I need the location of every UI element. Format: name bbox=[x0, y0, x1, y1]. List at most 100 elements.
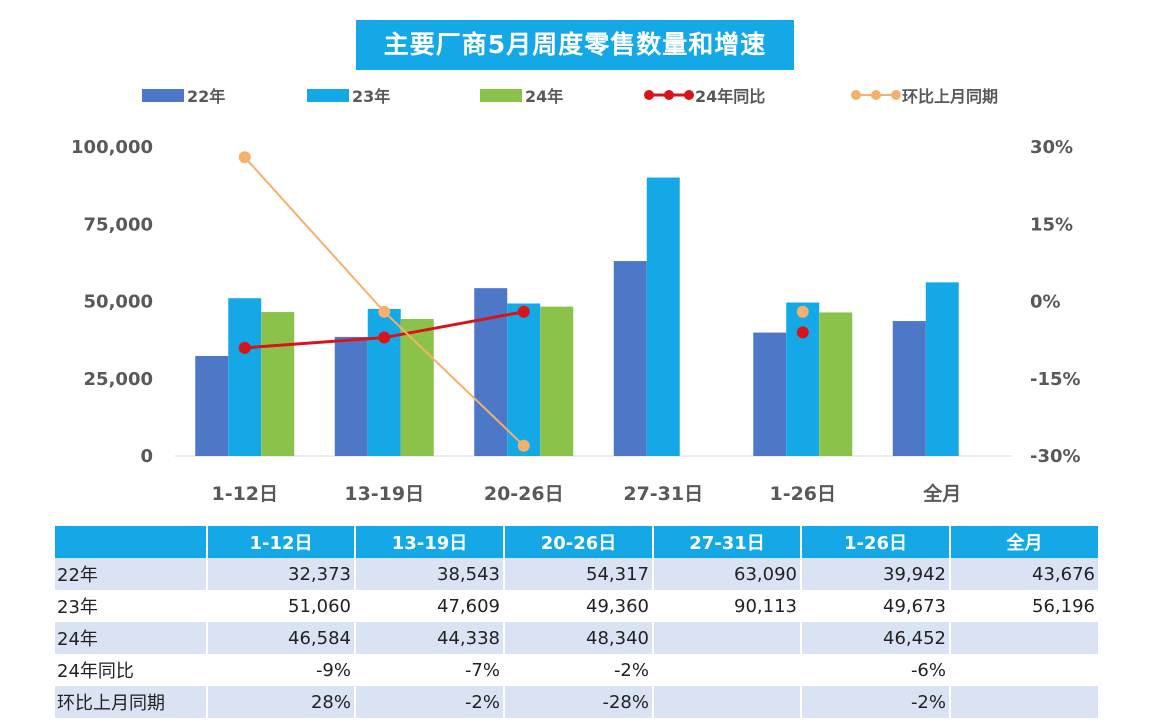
y-left-tick-label: 100,000 bbox=[71, 137, 153, 158]
point-环比上月同期 bbox=[238, 151, 251, 164]
table-cell: -28% bbox=[504, 686, 654, 718]
table-header-cell: 20-26日 bbox=[504, 526, 654, 558]
table-cell bbox=[653, 622, 802, 654]
y-right-tick-label: 15% bbox=[1030, 214, 1073, 235]
table-cell: 48,340 bbox=[504, 622, 654, 654]
table-cell: 49,673 bbox=[801, 590, 951, 622]
table-header-cell bbox=[55, 526, 208, 558]
table-row: 24年 46,584 44,338 48,340 46,452 bbox=[55, 622, 1100, 654]
y-right-tick-label: 0% bbox=[1030, 292, 1061, 313]
table-row: 环比上月同期 28% -2% -28% -2% bbox=[55, 686, 1100, 718]
table-cell: 46,584 bbox=[207, 622, 356, 654]
point-24年同比 bbox=[238, 341, 251, 354]
y-left-tick-label: 75,000 bbox=[84, 214, 153, 235]
bar-22年 bbox=[334, 336, 368, 456]
table-cell: 28% bbox=[207, 686, 356, 718]
legend-swatch-22 bbox=[142, 88, 184, 102]
table-cell: 46,452 bbox=[801, 622, 951, 654]
y-right-tick-label: -30% bbox=[1030, 446, 1081, 467]
legend-label-23: 23年 bbox=[352, 87, 391, 106]
table-cell: -7% bbox=[355, 654, 505, 686]
table-cell: 51,060 bbox=[207, 590, 356, 622]
bar-23年 bbox=[367, 308, 401, 456]
table-cell: 47,609 bbox=[355, 590, 505, 622]
legend-label-yoy: 24年同比 bbox=[695, 87, 766, 106]
bar-24年 bbox=[400, 318, 434, 456]
row-label: 环比上月同期 bbox=[55, 686, 208, 718]
table-cell bbox=[950, 654, 1100, 686]
table-cell bbox=[653, 654, 802, 686]
point-24年同比 bbox=[378, 331, 391, 344]
bar-22年 bbox=[613, 261, 647, 456]
table-row: 23年 51,060 47,609 49,360 90,113 49,673 5… bbox=[55, 590, 1100, 622]
bar-22年 bbox=[892, 321, 926, 456]
bars bbox=[195, 177, 959, 456]
legend-label-mom: 环比上月同期 bbox=[902, 87, 999, 106]
legend-item-mom: 环比上月同期 bbox=[850, 84, 998, 106]
data-table: 1-12日 13-19日 20-26日 27-31日 1-26日 全月 22年 … bbox=[55, 526, 1100, 718]
x-tick-label: 1-12日 bbox=[211, 483, 278, 505]
table-header-cell: 1-12日 bbox=[207, 526, 356, 558]
table-cell: 56,196 bbox=[950, 590, 1100, 622]
table-cell bbox=[950, 686, 1100, 718]
table-header-cell: 27-31日 bbox=[653, 526, 802, 558]
axes: 0 25,000 50,000 75,000 100,000 -30% -15% 0% 15% 3… bbox=[71, 137, 1081, 505]
legend-swatch-24 bbox=[480, 88, 522, 102]
legend-swatch-23 bbox=[307, 88, 349, 102]
table-cell: 44,338 bbox=[355, 622, 505, 654]
x-tick-label: 13-19日 bbox=[344, 483, 424, 505]
x-tick-label: 20-26日 bbox=[484, 483, 564, 505]
table-header-cell: 1-26日 bbox=[801, 526, 951, 558]
point-环比上月同期 bbox=[517, 439, 530, 452]
y-left-tick-label: 50,000 bbox=[84, 292, 153, 313]
row-label: 23年 bbox=[55, 590, 208, 622]
legend-label-24: 24年 bbox=[525, 87, 564, 106]
legend-item-yoy: 24年同比 bbox=[643, 84, 765, 106]
table-cell: 43,676 bbox=[950, 558, 1100, 590]
legend-label-22: 22年 bbox=[187, 87, 226, 106]
table-cell: 54,317 bbox=[504, 558, 654, 590]
y-left-tick-label: 25,000 bbox=[84, 369, 153, 390]
bar-24年 bbox=[261, 312, 295, 456]
row-label: 24年 bbox=[55, 622, 208, 654]
bar-23年 bbox=[507, 303, 541, 456]
x-tick-label: 1-26日 bbox=[769, 483, 836, 505]
table-cell: 90,113 bbox=[653, 590, 802, 622]
bar-22年 bbox=[195, 355, 229, 456]
chart-legend: 22年 23年 24年 24年同比 环比上月同期 bbox=[0, 0, 1162, 120]
point-环比上月同期 bbox=[378, 305, 391, 318]
legend-item-22: 22年 bbox=[142, 84, 225, 106]
legend-item-24: 24年 bbox=[480, 84, 563, 106]
bar-23年 bbox=[786, 302, 820, 456]
x-tick-label: 27-31日 bbox=[623, 483, 703, 505]
table-cell: 63,090 bbox=[653, 558, 802, 590]
table-header-cell: 13-19日 bbox=[355, 526, 505, 558]
row-label: 22年 bbox=[55, 558, 208, 590]
table-cell: -2% bbox=[355, 686, 505, 718]
table-cell bbox=[653, 686, 802, 718]
y-right-tick-label: -15% bbox=[1030, 369, 1081, 390]
table-cell: 32,373 bbox=[207, 558, 356, 590]
table-cell: -9% bbox=[207, 654, 356, 686]
legend-item-23: 23年 bbox=[307, 84, 390, 106]
line-series bbox=[238, 151, 809, 452]
table-cell: -2% bbox=[801, 686, 951, 718]
table-cell: 38,543 bbox=[355, 558, 505, 590]
chart-plot: 0 25,000 50,000 75,000 100,000 -30% -15% 0% 15% 3… bbox=[71, 137, 1081, 505]
bar-23年 bbox=[925, 282, 959, 456]
table-cell: 49,360 bbox=[504, 590, 654, 622]
table-cell: 39,942 bbox=[801, 558, 951, 590]
legend-marker-mom bbox=[851, 90, 901, 100]
bar-22年 bbox=[753, 332, 787, 456]
table-cell: -2% bbox=[504, 654, 654, 686]
y-left-tick-label: 0 bbox=[140, 446, 153, 467]
table-cell: -6% bbox=[801, 654, 951, 686]
chart-title: 主要厂商5月周度零售数量和增速 bbox=[356, 20, 794, 70]
legend-marker-yoy bbox=[644, 90, 694, 100]
row-label: 24年同比 bbox=[55, 654, 208, 686]
table-header-cell: 全月 bbox=[950, 526, 1100, 558]
x-tick-label: 全月 bbox=[922, 482, 961, 505]
table-row: 24年同比 -9% -7% -2% -6% bbox=[55, 654, 1100, 686]
bar-22年 bbox=[474, 288, 508, 456]
bar-23年 bbox=[228, 298, 262, 456]
